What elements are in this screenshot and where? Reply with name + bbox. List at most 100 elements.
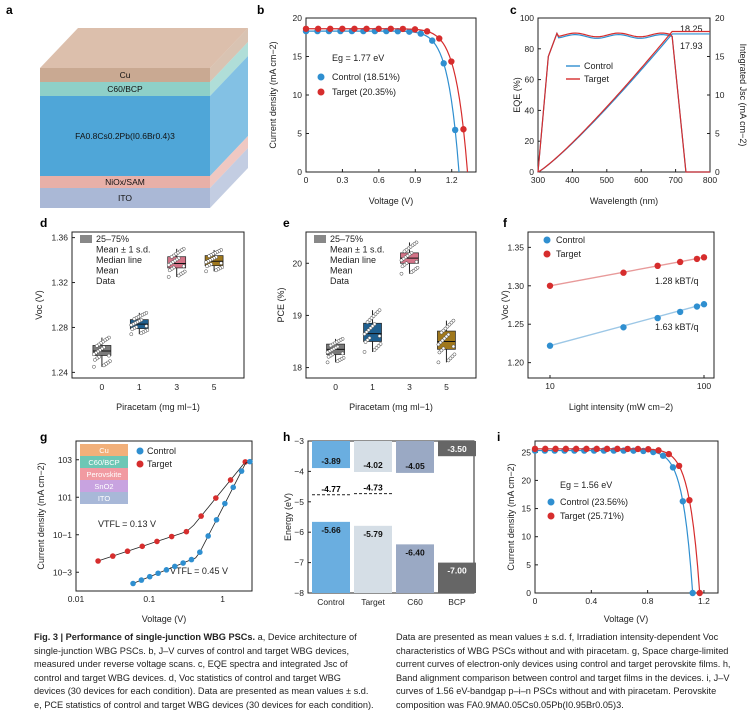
panel-f-annot-target: 1.28 kBT/q <box>655 276 699 286</box>
vbm-bar-0 <box>312 521 350 593</box>
x-tick-label: 0 <box>533 596 538 606</box>
y-tick-label: 20 <box>525 136 535 146</box>
data-point <box>95 558 101 564</box>
panel-d-ylabel: Voc (V) <box>34 290 44 320</box>
y-tick-label: −7 <box>294 558 304 568</box>
data-point <box>328 343 333 348</box>
panel-g-frame <box>75 440 253 592</box>
jv-point <box>583 445 590 453</box>
data-point <box>183 528 190 535</box>
y-tick-label: 103 <box>58 455 72 465</box>
jv-point <box>451 126 459 134</box>
vbm-bar-1 <box>354 525 392 593</box>
legend-label: Median line <box>330 255 376 265</box>
device-layer-2 <box>40 96 210 176</box>
data-point <box>436 342 441 347</box>
panel-i-frame <box>534 440 719 594</box>
stack-label-1: C60/BCP <box>88 458 119 467</box>
data-point <box>451 344 456 349</box>
panel-c-annot-1: 18.25 <box>680 24 703 34</box>
cbm-bar-1 <box>354 441 392 473</box>
y-tick-label: 5 <box>297 129 302 139</box>
panel-label-h: h <box>283 430 290 444</box>
jv-point <box>665 450 673 458</box>
data-point <box>340 351 345 356</box>
caption-right: Data are presented as mean values ± s.d.… <box>396 632 731 710</box>
panel-b-legend-target: Target (20.35%) <box>332 87 396 97</box>
data-point <box>654 314 661 322</box>
panel-f-ylabel: Voc (V) <box>500 290 510 320</box>
y-tick-label: 1.30 <box>507 281 524 291</box>
y-tick-label: 10 <box>715 90 725 100</box>
fermi-label: -4.73 <box>363 483 383 493</box>
panel-d-voc-box: Voc (V) Piracetam (mg ml−1) 1.24 1.28 1.32… <box>34 231 245 412</box>
data-point <box>446 358 451 363</box>
cbm-label: -3.89 <box>321 456 341 466</box>
data-point <box>163 567 170 573</box>
vbm-label: -5.79 <box>363 529 383 539</box>
jv-point <box>460 126 467 133</box>
data-point <box>700 254 708 261</box>
data-point <box>439 330 444 335</box>
jv-point <box>650 448 657 456</box>
data-point <box>205 533 211 539</box>
x-tick-label: Control <box>317 597 345 607</box>
y-tick-label: 1.32 <box>51 278 68 288</box>
vbm-label: -7.00 <box>447 566 467 576</box>
jv-point <box>562 445 570 453</box>
panel-i-xlabel: Voltage (V) <box>604 614 649 624</box>
legend-label: 25–75% <box>330 234 363 244</box>
data-point <box>95 344 99 348</box>
data-point <box>437 350 442 355</box>
data-point <box>130 327 135 331</box>
data-point <box>700 301 708 308</box>
panel-c-ylabel: EQE (%) <box>512 77 522 113</box>
jv-point <box>634 445 642 453</box>
device-layer-3 <box>40 176 210 188</box>
panel-c-xlabel: Wavelength (nm) <box>590 196 658 206</box>
panel-d-xlabel: Piracetam (mg ml−1) <box>116 402 200 412</box>
y-tick-label: 1.25 <box>507 319 524 329</box>
panel-f-frame <box>527 231 715 379</box>
panel-label-i: i <box>497 430 500 444</box>
data-point <box>620 324 627 331</box>
x-tick-label: 400 <box>565 175 579 185</box>
legend-box <box>314 235 326 243</box>
jv-point <box>614 445 621 453</box>
data-point <box>102 363 106 368</box>
data-point <box>230 484 237 491</box>
panel-label-g: g <box>40 430 47 444</box>
stack-label-2: Perovskite <box>86 470 121 479</box>
eqe-curve <box>537 32 710 173</box>
data-point <box>335 359 340 364</box>
x-tick-label: 3 <box>174 382 179 392</box>
data-point <box>207 254 211 258</box>
y-tick-label: 40 <box>525 105 535 115</box>
panel-g-legend-target: Target <box>147 459 173 469</box>
x-tick-label: 3 <box>407 382 412 392</box>
panel-c-legend-control: Control <box>584 61 613 71</box>
y-tick-label: 18 <box>293 363 303 373</box>
data-point <box>399 258 404 263</box>
jv-point <box>659 452 667 459</box>
panel-d-frame <box>71 231 245 379</box>
jv-point <box>423 28 431 35</box>
data-point <box>198 513 204 519</box>
data-point <box>693 303 701 310</box>
data-point <box>171 563 178 570</box>
panel-b-eg: Eg = 1.77 eV <box>332 53 384 63</box>
y-tick-label: −3 <box>294 436 304 446</box>
panel-e-xlabel: Piracetam (mg ml−1) <box>349 402 433 412</box>
panel-c-annot-2: 17.93 <box>680 41 703 51</box>
jv-point <box>302 25 310 32</box>
legend-control-marker <box>317 73 325 81</box>
jv-curve-control <box>535 449 694 594</box>
y-tick-label: 10−1 <box>53 530 72 540</box>
cbm-bar-2 <box>396 441 434 473</box>
x-tick-label: 600 <box>634 175 648 185</box>
panel-b-jv-chart: Current density (mA cm−2) Voltage (V) Eg… <box>268 13 477 206</box>
jv-point <box>411 26 419 33</box>
jv-curve-target <box>306 28 469 173</box>
data-point <box>377 334 382 338</box>
data-point <box>399 271 404 276</box>
